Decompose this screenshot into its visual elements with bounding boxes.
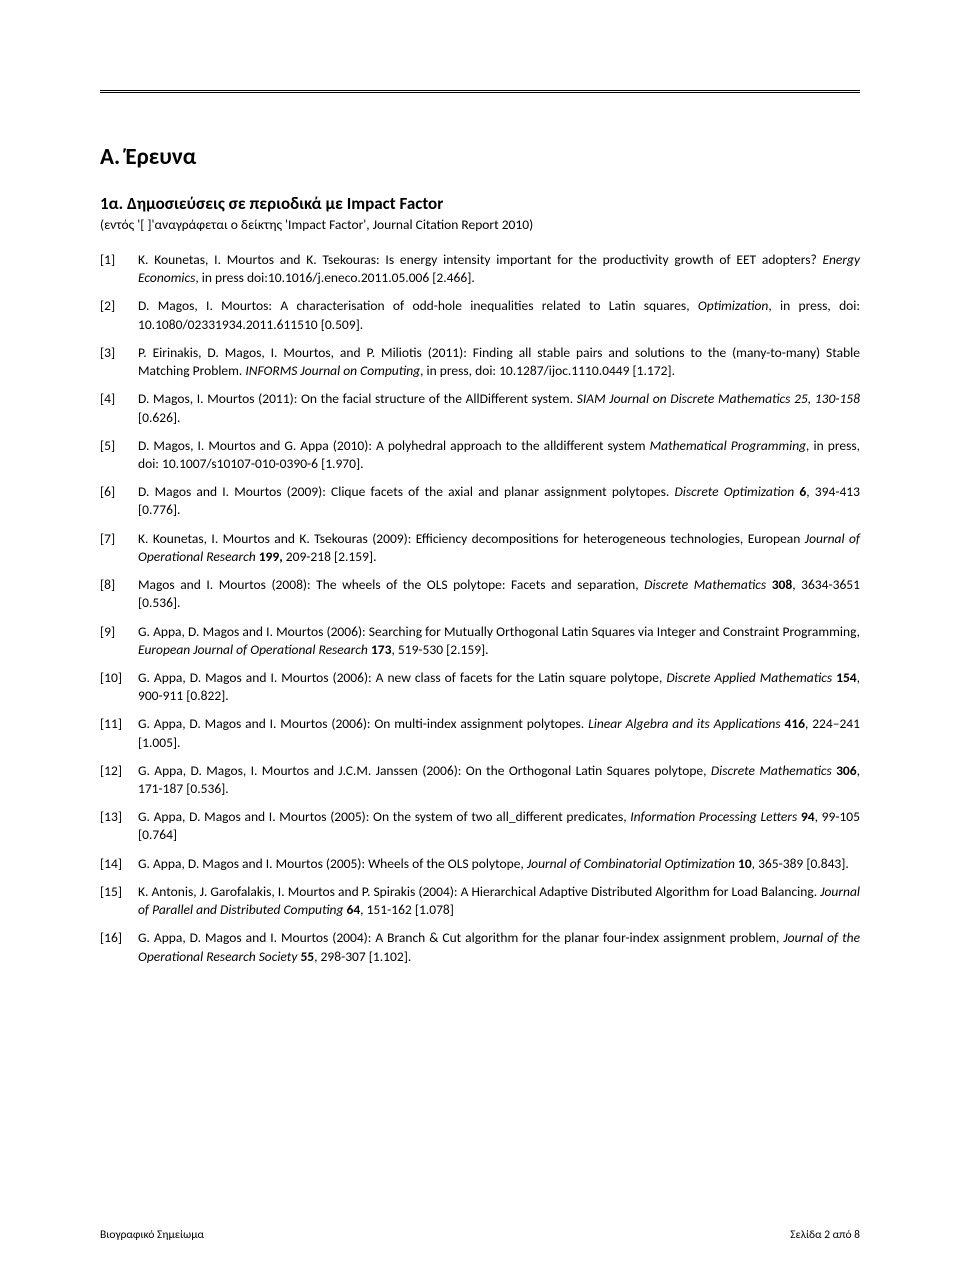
reference-item: [1]K. Kounetas, I. Mourtos and K. Tsekou… [100,251,860,287]
reference-number: [1] [100,251,138,287]
reference-body: D. Magos, I. Mourtos and G. Appa (2010):… [138,437,860,473]
reference-item: [3]P. Eirinakis, D. Magos, I. Mourtos, a… [100,344,860,380]
reference-number: [7] [100,530,138,566]
reference-body: K. Kounetas, I. Mourtos and K. Tsekouras… [138,251,860,287]
reference-body: K. Antonis, J. Garofalakis, I. Mourtos a… [138,883,860,919]
reference-body: D. Magos and I. Mourtos (2009): Clique f… [138,483,860,519]
reference-item: [5]D. Magos, I. Mourtos and G. Appa (201… [100,437,860,473]
reference-number: [11] [100,715,138,751]
reference-item: [8]Magos and I. Mourtos (2008): The whee… [100,576,860,612]
section-heading: Α. Έρευνα [100,143,860,171]
reference-number: [6] [100,483,138,519]
reference-body: D. Magos, I. Mourtos: A characterisation… [138,297,860,333]
reference-body: D. Magos, I. Mourtos (2011): On the faci… [138,390,860,426]
reference-item: [9]G. Appa, D. Magos and I. Mourtos (200… [100,623,860,659]
reference-body: K. Kounetas, I. Mourtos and K. Tsekouras… [138,530,860,566]
footer-right: Σελίδα 2 από 8 [790,1228,860,1242]
reference-body: G. Appa, D. Magos and I. Mourtos (2006):… [138,715,860,751]
footer-left: Βιογραφικό Σημείωμα [100,1228,204,1242]
reference-item: [2]D. Magos, I. Mourtos: A characterisat… [100,297,860,333]
reference-item: [12]G. Appa, D. Magos, I. Mourtos and J.… [100,762,860,798]
reference-number: [3] [100,344,138,380]
top-horizontal-rule [100,90,860,93]
reference-item: [11]G. Appa, D. Magos and I. Mourtos (20… [100,715,860,751]
reference-number: [2] [100,297,138,333]
reference-number: [14] [100,855,138,873]
reference-number: [9] [100,623,138,659]
reference-number: [15] [100,883,138,919]
reference-number: [12] [100,762,138,798]
reference-number: [16] [100,929,138,965]
reference-number: [5] [100,437,138,473]
subsection-note: (εντός '[ ]'αναγράφεται ο δείκτης 'Impac… [100,216,860,233]
reference-item: [13]G. Appa, D. Magos and I. Mourtos (20… [100,808,860,844]
reference-number: [8] [100,576,138,612]
reference-body: P. Eirinakis, D. Magos, I. Mourtos, and … [138,344,860,380]
reference-body: G. Appa, D. Magos and I. Mourtos (2004):… [138,929,860,965]
reference-item: [4]D. Magos, I. Mourtos (2011): On the f… [100,390,860,426]
reference-item: [15]K. Antonis, J. Garofalakis, I. Mourt… [100,883,860,919]
reference-item: [6]D. Magos and I. Mourtos (2009): Cliqu… [100,483,860,519]
document-page: Α. Έρευνα 1α. Δημοσιεύσεις σε περιοδικά … [0,0,960,1266]
reference-number: [13] [100,808,138,844]
reference-number: [4] [100,390,138,426]
reference-body: G. Appa, D. Magos and I. Mourtos (2006):… [138,623,860,659]
reference-body: Magos and I. Mourtos (2008): The wheels … [138,576,860,612]
reference-item: [10]G. Appa, D. Magos and I. Mourtos (20… [100,669,860,705]
subsection-heading: 1α. Δημοσιεύσεις σε περιοδικά με Impact … [100,193,860,214]
reference-item: [14]G. Appa, D. Magos and I. Mourtos (20… [100,855,860,873]
reference-item: [7]K. Kounetas, I. Mourtos and K. Tsekou… [100,530,860,566]
reference-item: [16]G. Appa, D. Magos and I. Mourtos (20… [100,929,860,965]
reference-body: G. Appa, D. Magos and I. Mourtos (2006):… [138,669,860,705]
reference-number: [10] [100,669,138,705]
page-footer: Βιογραφικό Σημείωμα Σελίδα 2 από 8 [100,1228,860,1242]
reference-body: G. Appa, D. Magos, I. Mourtos and J.C.M.… [138,762,860,798]
reference-body: G. Appa, D. Magos and I. Mourtos (2005):… [138,855,860,873]
reference-body: G. Appa, D. Magos and I. Mourtos (2005):… [138,808,860,844]
reference-list: [1]K. Kounetas, I. Mourtos and K. Tsekou… [100,251,860,966]
